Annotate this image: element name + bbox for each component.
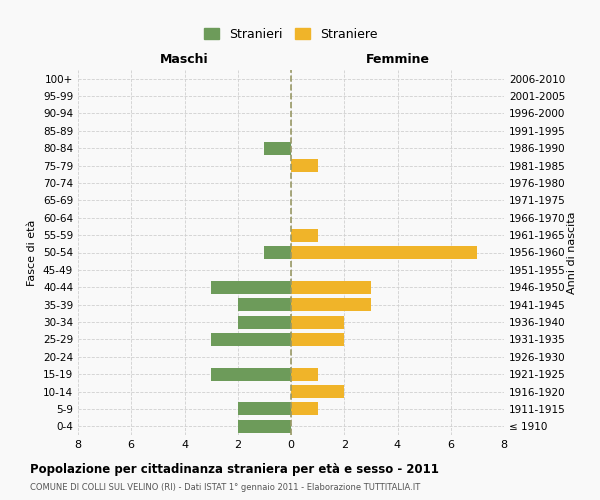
- Bar: [291, 298, 371, 311]
- Bar: [291, 368, 317, 380]
- Bar: [211, 368, 291, 380]
- Bar: [238, 298, 291, 311]
- Bar: [265, 142, 291, 154]
- Bar: [291, 228, 317, 241]
- Bar: [291, 316, 344, 328]
- Bar: [211, 280, 291, 294]
- Bar: [238, 316, 291, 328]
- Bar: [291, 159, 317, 172]
- Bar: [291, 280, 371, 294]
- Bar: [291, 333, 344, 346]
- Y-axis label: Anni di nascita: Anni di nascita: [567, 211, 577, 294]
- Bar: [291, 402, 317, 415]
- Text: Maschi: Maschi: [160, 54, 209, 66]
- Y-axis label: Fasce di età: Fasce di età: [28, 220, 37, 286]
- Bar: [238, 420, 291, 433]
- Text: Femmine: Femmine: [365, 54, 430, 66]
- Bar: [211, 333, 291, 346]
- Text: COMUNE DI COLLI SUL VELINO (RI) - Dati ISTAT 1° gennaio 2011 - Elaborazione TUTT: COMUNE DI COLLI SUL VELINO (RI) - Dati I…: [30, 484, 420, 492]
- Bar: [291, 246, 478, 259]
- Text: Popolazione per cittadinanza straniera per età e sesso - 2011: Popolazione per cittadinanza straniera p…: [30, 462, 439, 475]
- Bar: [238, 402, 291, 415]
- Bar: [291, 385, 344, 398]
- Legend: Stranieri, Straniere: Stranieri, Straniere: [199, 22, 383, 46]
- Bar: [265, 246, 291, 259]
